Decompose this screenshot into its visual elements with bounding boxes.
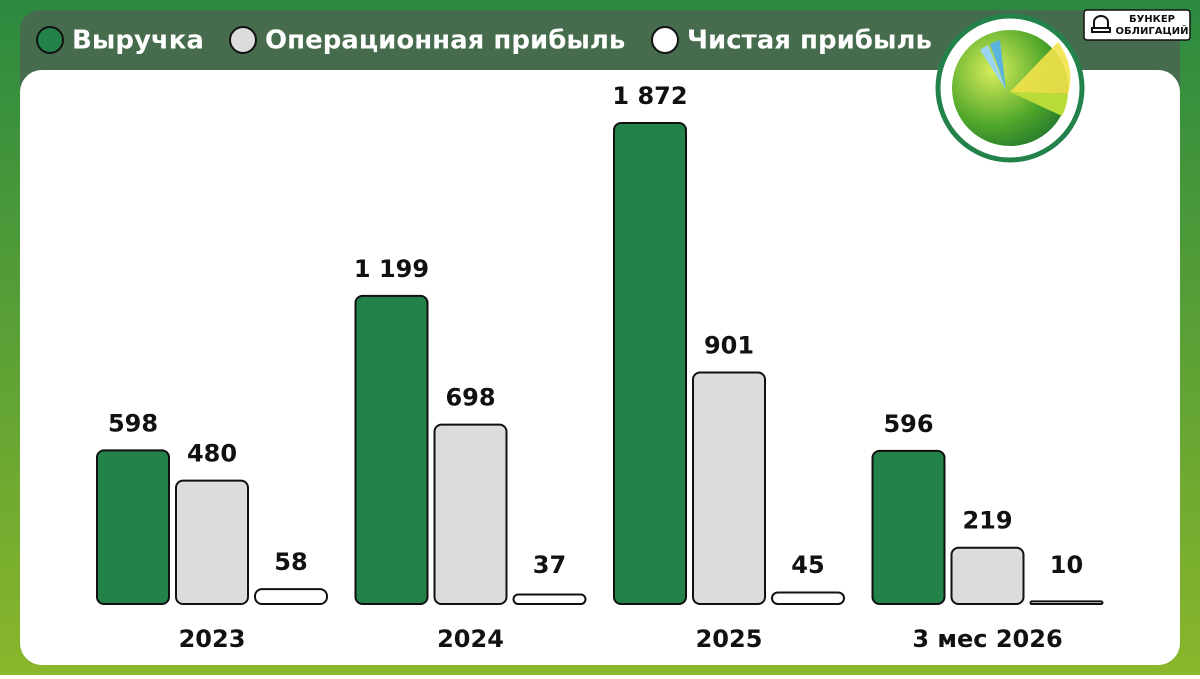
bar [254, 588, 328, 606]
legend-label: Выручка [72, 26, 204, 56]
value-label: 596 [883, 410, 933, 438]
brand-logo: БУНКЕР ОБЛИГАЦИЙ [1083, 9, 1191, 41]
value-label: 45 [791, 551, 824, 579]
value-label: 901 [704, 331, 754, 359]
brand-line2: ОБЛИГАЦИЙ [1116, 24, 1189, 37]
value-label: 1 199 [354, 255, 429, 283]
value-label: 58 [274, 548, 307, 576]
bar [1029, 600, 1104, 605]
bar [175, 479, 249, 605]
value-label: 37 [533, 551, 566, 579]
x-tick-label: 2023 [179, 625, 246, 653]
bar [871, 449, 946, 605]
x-tick-label: 2024 [437, 625, 504, 653]
value-label: 1 872 [612, 82, 687, 110]
bar [950, 546, 1025, 606]
legend-swatch [36, 26, 64, 54]
value-label: 698 [445, 384, 495, 412]
bar [613, 122, 687, 605]
legend-swatch [651, 26, 679, 54]
value-label: 219 [962, 507, 1012, 535]
x-tick-label: 2025 [696, 625, 763, 653]
pie-logo [935, 13, 1085, 163]
brand-line1: БУНКЕР [1129, 14, 1175, 25]
bar [771, 591, 845, 605]
value-label: 480 [187, 440, 237, 468]
bar [692, 371, 766, 605]
value-label: 598 [108, 409, 158, 437]
legend-label: Чистая прибыль [687, 26, 932, 56]
x-tick-label: 3 мес 2026 [912, 625, 1062, 653]
bar [433, 423, 508, 605]
legend-label: Операционная прибыль [265, 26, 625, 56]
bar [512, 593, 587, 605]
bar [354, 294, 429, 605]
value-label: 10 [1050, 551, 1083, 579]
bar [96, 449, 170, 605]
legend-swatch [229, 26, 257, 54]
